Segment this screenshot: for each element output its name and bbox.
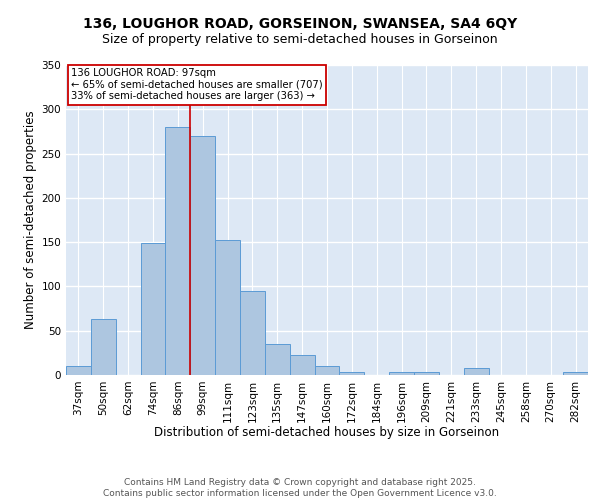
Bar [240, 291, 265, 375]
Bar [190, 136, 215, 375]
Bar [563, 372, 588, 375]
Bar [140, 243, 166, 375]
Y-axis label: Number of semi-detached properties: Number of semi-detached properties [24, 110, 37, 330]
X-axis label: Distribution of semi-detached houses by size in Gorseinon: Distribution of semi-detached houses by … [154, 426, 500, 439]
Bar [464, 368, 488, 375]
Bar [265, 344, 290, 375]
Bar [91, 319, 116, 375]
Text: 136, LOUGHOR ROAD, GORSEINON, SWANSEA, SA4 6QY: 136, LOUGHOR ROAD, GORSEINON, SWANSEA, S… [83, 18, 517, 32]
Text: Size of property relative to semi-detached houses in Gorseinon: Size of property relative to semi-detach… [102, 32, 498, 46]
Bar [215, 240, 240, 375]
Bar [290, 354, 314, 375]
Text: 136 LOUGHOR ROAD: 97sqm
← 65% of semi-detached houses are smaller (707)
33% of s: 136 LOUGHOR ROAD: 97sqm ← 65% of semi-de… [71, 68, 323, 102]
Text: Contains HM Land Registry data © Crown copyright and database right 2025.
Contai: Contains HM Land Registry data © Crown c… [103, 478, 497, 498]
Bar [314, 366, 340, 375]
Bar [340, 372, 364, 375]
Bar [166, 127, 190, 375]
Bar [414, 372, 439, 375]
Bar [66, 366, 91, 375]
Bar [389, 372, 414, 375]
